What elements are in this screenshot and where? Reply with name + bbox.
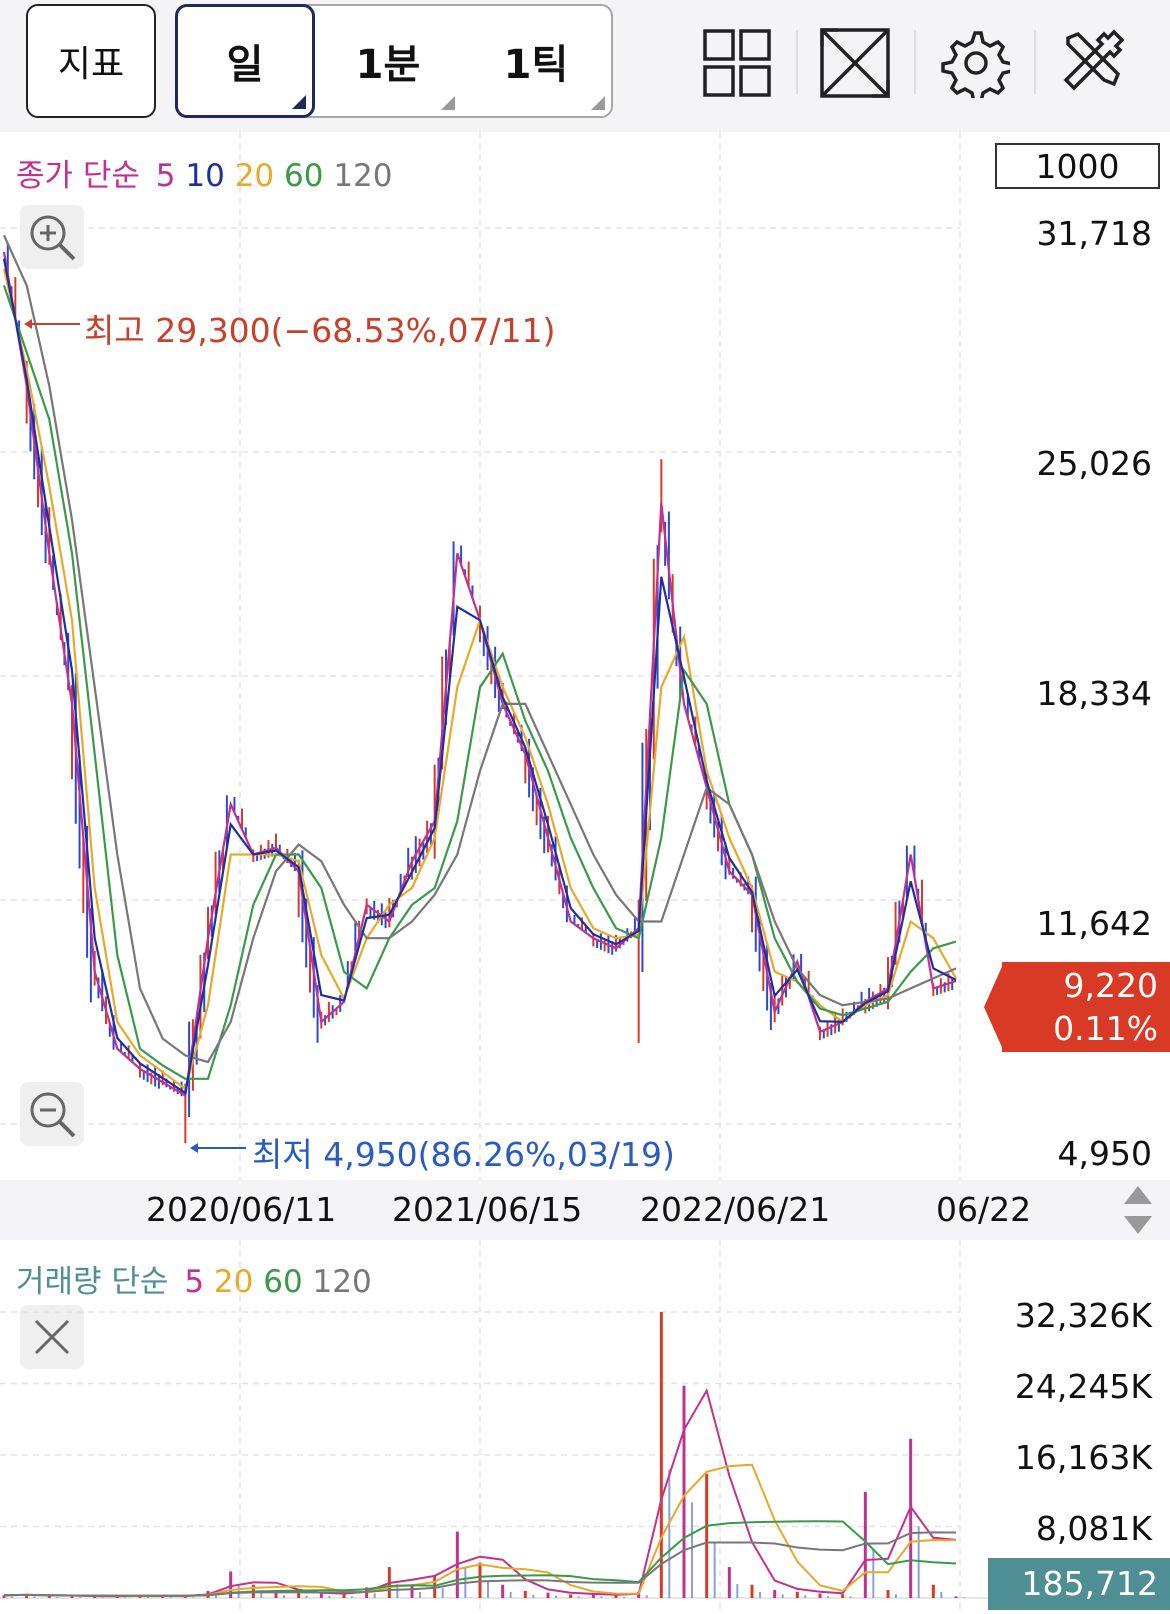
- volume-axis-label: 24,245K: [1014, 1367, 1152, 1406]
- date-axis: [0, 1180, 1170, 1240]
- volume-grid: [0, 1240, 990, 1614]
- period-1tick-button[interactable]: 1틱: [461, 6, 611, 116]
- zoom-in-icon: [30, 215, 76, 261]
- price-ma-line-20: [2, 268, 957, 1091]
- period-1tick-label: 1틱: [503, 42, 569, 88]
- price-legend: 종가 단순 5 10 20 60 120: [16, 150, 393, 195]
- current-price-tag: 9,220 0.11%: [1002, 962, 1170, 1052]
- price-axis-label: 11,642: [1036, 904, 1152, 943]
- high-arrow-icon: [24, 319, 80, 329]
- current-volume: 185,712: [1021, 1564, 1158, 1603]
- close-icon: [34, 1319, 70, 1355]
- date-label: 2020/06/11: [146, 1190, 337, 1229]
- dropdown-corner-icon: [591, 96, 605, 110]
- grid-layout-icon[interactable]: [702, 28, 772, 98]
- volume-legend-title: 거래량 단순: [16, 1264, 169, 1300]
- volume-chart: [0, 1240, 990, 1614]
- zoom-in-button[interactable]: [20, 205, 84, 269]
- period-selector: 일 1분 1틱: [175, 4, 613, 118]
- low-arrow-icon: [190, 1143, 246, 1153]
- high-annotation: 최고 29,300(−68.53%,07/11): [84, 311, 556, 350]
- volume-ma-lines: [3, 1388, 957, 1598]
- date-label: 2022/06/21: [640, 1190, 831, 1229]
- legend-ma20: 20: [234, 158, 275, 194]
- price-axis-label: 25,026: [1036, 444, 1152, 483]
- zoom-out-button[interactable]: [20, 1082, 84, 1146]
- scale-input-value: 1000: [1035, 146, 1120, 186]
- legend-ma120: 120: [333, 158, 393, 194]
- indicator-label: 지표: [57, 44, 125, 85]
- zoom-out-icon: [30, 1092, 76, 1138]
- volume-axis-label: 8,081K: [1035, 1509, 1152, 1548]
- legend-ma60: 60: [284, 158, 324, 194]
- volume-legend: 거래량 단순 5 20 60 120: [16, 1256, 372, 1301]
- current-volume-tag: 185,712: [988, 1558, 1170, 1610]
- fullscreen-expand-icon[interactable]: [820, 28, 890, 98]
- volume-legend-ma20: 20: [213, 1264, 254, 1300]
- legend-ma5: 5: [155, 158, 176, 194]
- toolbar-divider: [1034, 30, 1036, 94]
- close-volume-button[interactable]: [20, 1305, 84, 1369]
- period-day-button[interactable]: 일: [175, 4, 315, 118]
- current-change: 0.11%: [1053, 1009, 1158, 1048]
- price-tag-pointer: [984, 962, 1004, 1052]
- current-price: 9,220: [1063, 966, 1158, 1005]
- price-grid: [0, 132, 961, 1180]
- volume-axis-label: 16,163K: [1014, 1438, 1152, 1477]
- dropdown-corner-icon: [441, 96, 455, 110]
- volume-axis-label: 32,326K: [1014, 1296, 1152, 1335]
- period-day-label: 일: [226, 42, 264, 88]
- date-label: 2021/06/15: [392, 1190, 583, 1229]
- price-ma-line-10: [2, 258, 957, 1095]
- date-label: 06/22: [936, 1190, 1032, 1229]
- price-axis-label: 18,334: [1036, 674, 1152, 713]
- toolbar-divider: [796, 30, 798, 94]
- scale-input[interactable]: 1000: [995, 143, 1160, 189]
- period-1min-button[interactable]: 1분: [315, 6, 461, 116]
- price-ma-lines: [2, 234, 957, 1098]
- period-1min-label: 1분: [355, 42, 421, 88]
- toolbar-divider: [914, 30, 916, 94]
- volume-legend-ma5: 5: [184, 1264, 205, 1300]
- price-ma-line-60: [2, 285, 957, 1080]
- gear-icon[interactable]: [940, 28, 1010, 98]
- indicator-button[interactable]: 지표: [26, 4, 156, 118]
- tools-icon[interactable]: [1060, 28, 1130, 98]
- legend-ma10: 10: [185, 158, 225, 194]
- volume-legend-ma120: 120: [312, 1264, 372, 1300]
- price-axis-label: 4,950: [1057, 1134, 1152, 1173]
- price-chart: [0, 132, 961, 1180]
- price-axis-label: 31,718: [1036, 214, 1152, 253]
- legend-title: 종가 단순: [16, 158, 140, 194]
- resize-handle-icon[interactable]: [1118, 1182, 1158, 1238]
- volume-legend-ma60: 60: [263, 1264, 303, 1300]
- low-annotation: 최저 4,950(86.26%,03/19): [252, 1135, 675, 1174]
- dropdown-corner-icon: [292, 95, 306, 109]
- volume-ma-line-120: [3, 1531, 957, 1597]
